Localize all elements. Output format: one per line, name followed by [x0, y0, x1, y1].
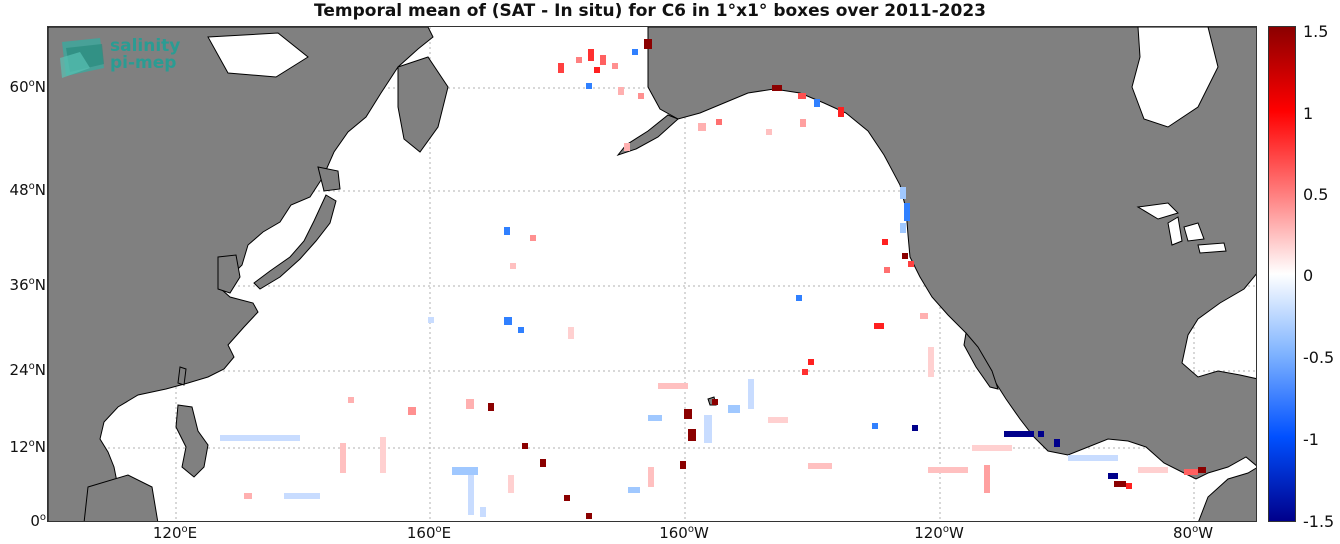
- map-title: Temporal mean of (SAT - In situ) for C6 …: [314, 1, 986, 21]
- y-tick-label: 36oN: [9, 276, 46, 294]
- land-japan: [253, 194, 337, 290]
- x-tick-label: 160oW: [659, 524, 709, 542]
- wave-logo-icon: [60, 38, 104, 78]
- y-tick-label: 24oN: [9, 361, 46, 379]
- colorbar-label: -0.5: [1303, 348, 1335, 367]
- colorbar-label: -1: [1303, 430, 1319, 449]
- y-tick-label: 60oN: [9, 78, 46, 96]
- land-south-america: [1198, 467, 1256, 521]
- colorbar-label: 0: [1303, 266, 1314, 285]
- data-cells: [220, 39, 1206, 519]
- land-kamchatka: [397, 56, 449, 153]
- salinity-pi-mep-logo: salinity pi-mep: [60, 38, 180, 84]
- colorbar: [1268, 26, 1296, 522]
- y-tick-label: 12oN: [9, 438, 46, 456]
- land-alaska-peninsula: [616, 114, 679, 157]
- land-taiwan: [177, 366, 187, 386]
- colorbar-label: 1.5: [1303, 22, 1329, 41]
- land-philippines: [175, 404, 209, 478]
- map-area: [47, 26, 1257, 522]
- colorbar-label: -1.5: [1303, 512, 1335, 531]
- great-lakes: [1136, 202, 1227, 254]
- land-baja: [963, 331, 999, 390]
- hudson-bay: [1131, 27, 1219, 128]
- x-tick-label: 80oW: [1172, 524, 1214, 542]
- x-tick-label: 120oE: [152, 524, 198, 542]
- logo-text: salinity pi-mep: [110, 38, 180, 72]
- logo-line2: pi-mep: [110, 53, 177, 73]
- land-korea: [217, 254, 241, 294]
- land-asia: [48, 27, 434, 521]
- x-tick-label: 160oE: [406, 524, 452, 542]
- x-tick-label: 120oW: [914, 524, 964, 542]
- land-hokkaido: [317, 166, 341, 192]
- map-canvas: [48, 27, 1256, 521]
- y-tick-label: 48oN: [9, 181, 46, 199]
- logo-line1: salinity: [110, 36, 181, 56]
- colorbar-label: 1: [1303, 104, 1314, 123]
- y-tick-label: 0o: [30, 512, 46, 530]
- land-sea-of-okhotsk: [207, 32, 309, 78]
- colorbar-label: 0.5: [1303, 185, 1329, 204]
- colorbar-gradient: [1269, 27, 1295, 521]
- land-borneo: [83, 474, 159, 521]
